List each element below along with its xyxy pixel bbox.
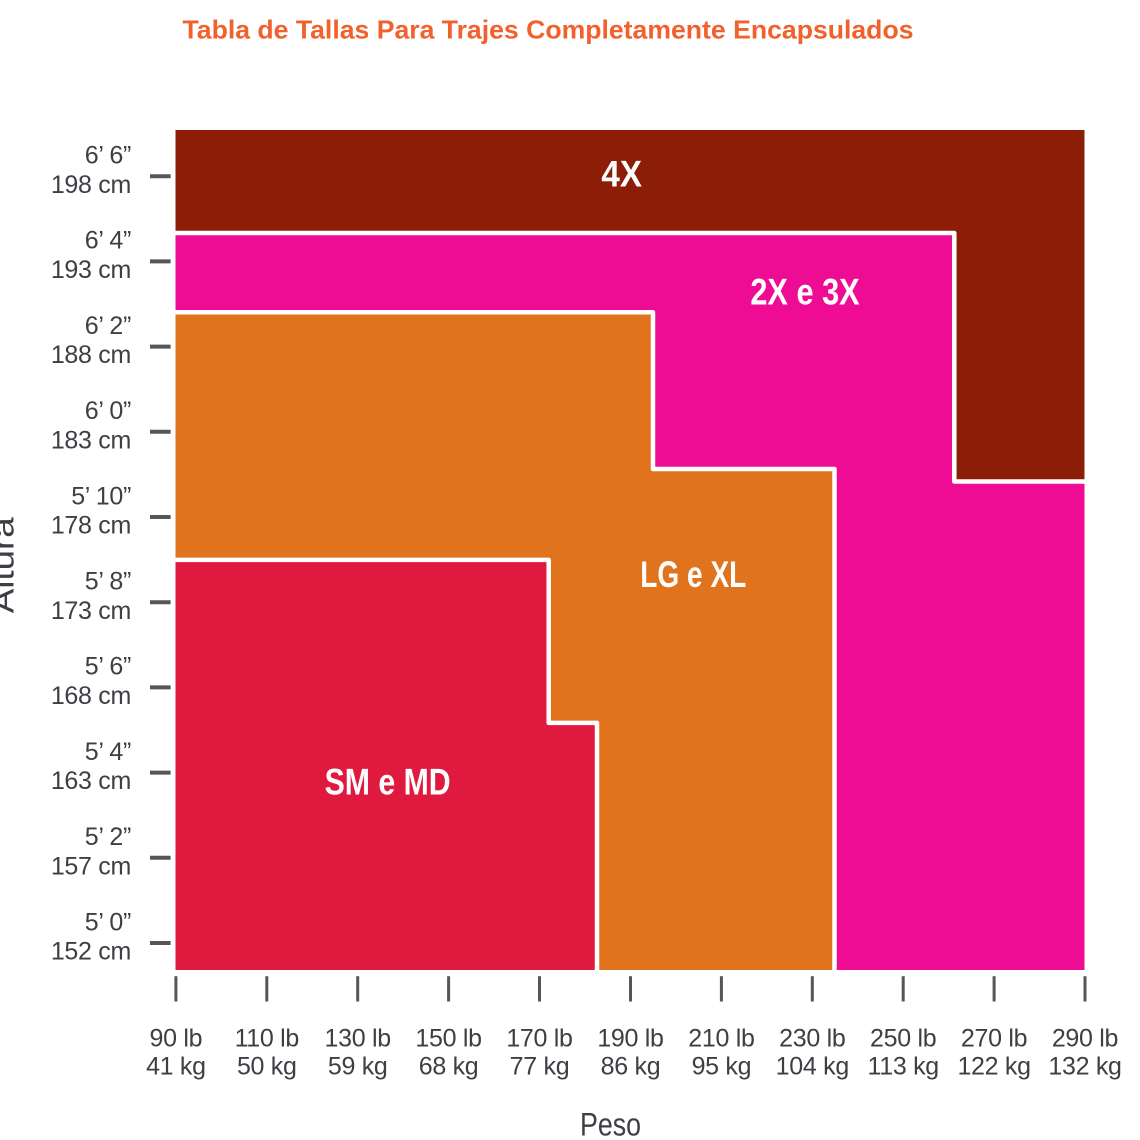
svg-text:157 cm: 157 cm	[51, 852, 131, 880]
svg-text:250 lb: 250 lb	[870, 1024, 936, 1052]
svg-text:2X e 3X: 2X e 3X	[750, 271, 860, 312]
svg-text:110 lb: 110 lb	[235, 1024, 299, 1052]
svg-text:6’ 0”: 6’ 0”	[85, 397, 131, 425]
svg-text:5’ 10”: 5’ 10”	[71, 482, 131, 510]
svg-text:104 kg: 104 kg	[776, 1052, 849, 1080]
svg-text:152 cm: 152 cm	[51, 938, 131, 966]
svg-text:230 lb: 230 lb	[779, 1024, 845, 1052]
svg-text:50 kg: 50 kg	[237, 1052, 297, 1080]
svg-text:90 lb: 90 lb	[150, 1024, 203, 1052]
svg-text:190 lb: 190 lb	[597, 1024, 663, 1052]
svg-text:5’ 8”: 5’ 8”	[85, 568, 131, 596]
svg-text:188 cm: 188 cm	[51, 341, 131, 369]
svg-text:5’ 4”: 5’ 4”	[85, 738, 131, 766]
svg-text:95 kg: 95 kg	[692, 1052, 752, 1080]
svg-text:5’ 0”: 5’ 0”	[85, 908, 131, 936]
svg-text:Peso: Peso	[580, 1107, 641, 1140]
svg-text:170 lb: 170 lb	[506, 1024, 572, 1052]
svg-text:6’ 4”: 6’ 4”	[85, 227, 131, 255]
svg-text:59 kg: 59 kg	[328, 1052, 388, 1080]
svg-text:198 cm: 198 cm	[51, 171, 131, 199]
svg-text:6’ 2”: 6’ 2”	[85, 312, 131, 340]
svg-text:122 kg: 122 kg	[957, 1052, 1030, 1080]
svg-text:68 kg: 68 kg	[419, 1052, 479, 1080]
svg-text:Altura: Altura	[0, 517, 21, 613]
svg-text:210 lb: 210 lb	[688, 1024, 754, 1052]
svg-text:6’ 6”: 6’ 6”	[85, 142, 131, 170]
svg-text:41 kg: 41 kg	[146, 1052, 206, 1080]
svg-text:150 lb: 150 lb	[415, 1024, 481, 1052]
svg-text:5’ 2”: 5’ 2”	[85, 823, 131, 851]
svg-text:178 cm: 178 cm	[51, 512, 131, 540]
svg-text:SM e MD: SM e MD	[325, 762, 451, 803]
svg-text:132 kg: 132 kg	[1048, 1052, 1121, 1080]
svg-text:183 cm: 183 cm	[51, 426, 131, 454]
svg-text:130 lb: 130 lb	[325, 1024, 391, 1052]
svg-text:5’ 6”: 5’ 6”	[85, 653, 131, 681]
svg-text:Tabla de Tallas Para Trajes Co: Tabla de Tallas Para Trajes Completament…	[183, 15, 914, 45]
svg-text:168 cm: 168 cm	[51, 682, 131, 710]
svg-text:163 cm: 163 cm	[51, 767, 131, 795]
svg-text:173 cm: 173 cm	[51, 597, 131, 625]
svg-text:270 lb: 270 lb	[961, 1024, 1027, 1052]
svg-text:LG e XL: LG e XL	[640, 554, 746, 595]
svg-text:193 cm: 193 cm	[51, 256, 131, 284]
svg-text:4X: 4X	[601, 153, 642, 194]
svg-text:290 lb: 290 lb	[1052, 1024, 1118, 1052]
svg-text:77 kg: 77 kg	[510, 1052, 570, 1080]
svg-text:86 kg: 86 kg	[601, 1052, 661, 1080]
svg-text:113 kg: 113 kg	[867, 1052, 938, 1080]
